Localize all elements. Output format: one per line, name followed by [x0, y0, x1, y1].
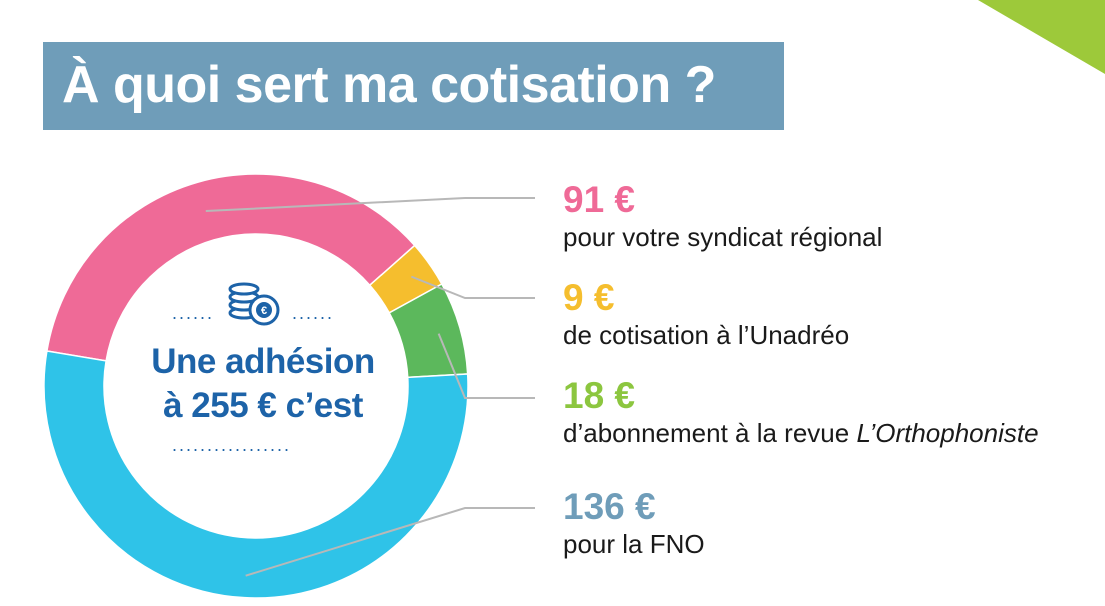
leader-line	[410, 275, 535, 299]
legend-item-fno: 136 € pour la FNO	[563, 486, 705, 560]
center-label: Une adhésion à 255 € c’est	[118, 340, 408, 428]
leader-line	[205, 197, 535, 213]
center-line-1: Une adhésion	[151, 342, 375, 381]
leader-line	[437, 333, 535, 399]
legend-value: 9 €	[563, 277, 615, 318]
legend-item-regional: 91 € pour votre syndicat régional	[563, 179, 883, 253]
legend-desc: de cotisation à l’Unadréo	[563, 320, 850, 350]
leader-line	[245, 507, 535, 577]
legend-value: 91 €	[563, 179, 636, 220]
center-line-2: à 255 € c’est	[163, 386, 363, 425]
dots-right: ......	[292, 303, 335, 323]
legend-desc: pour la FNO	[563, 529, 705, 559]
legend-desc-text: d’abonnement à la revue	[563, 418, 857, 448]
dots-bottom: .................	[172, 435, 292, 455]
legend-desc: d’abonnement à la revue L’Orthophoniste	[563, 418, 1039, 448]
title-banner: À quoi sert ma cotisation ?	[43, 42, 784, 130]
legend-item-unadreo: 9 € de cotisation à l’Unadréo	[563, 277, 850, 351]
legend-desc: pour votre syndicat régional	[563, 222, 883, 252]
page-title: À quoi sert ma cotisation ?	[62, 56, 716, 114]
legend-value: 18 €	[563, 375, 636, 416]
svg-text:€: €	[261, 305, 267, 317]
slice-regional	[46, 173, 416, 362]
coins-euro-icon: €	[228, 282, 280, 326]
legend-item-revue: 18 € d’abonnement à la revue L’Orthophon…	[563, 375, 1039, 449]
legend-desc-italic: L’Orthophoniste	[856, 418, 1039, 448]
legend-value: 136 €	[563, 486, 656, 527]
slice-fno	[43, 350, 469, 599]
dots-left: ......	[172, 303, 215, 323]
